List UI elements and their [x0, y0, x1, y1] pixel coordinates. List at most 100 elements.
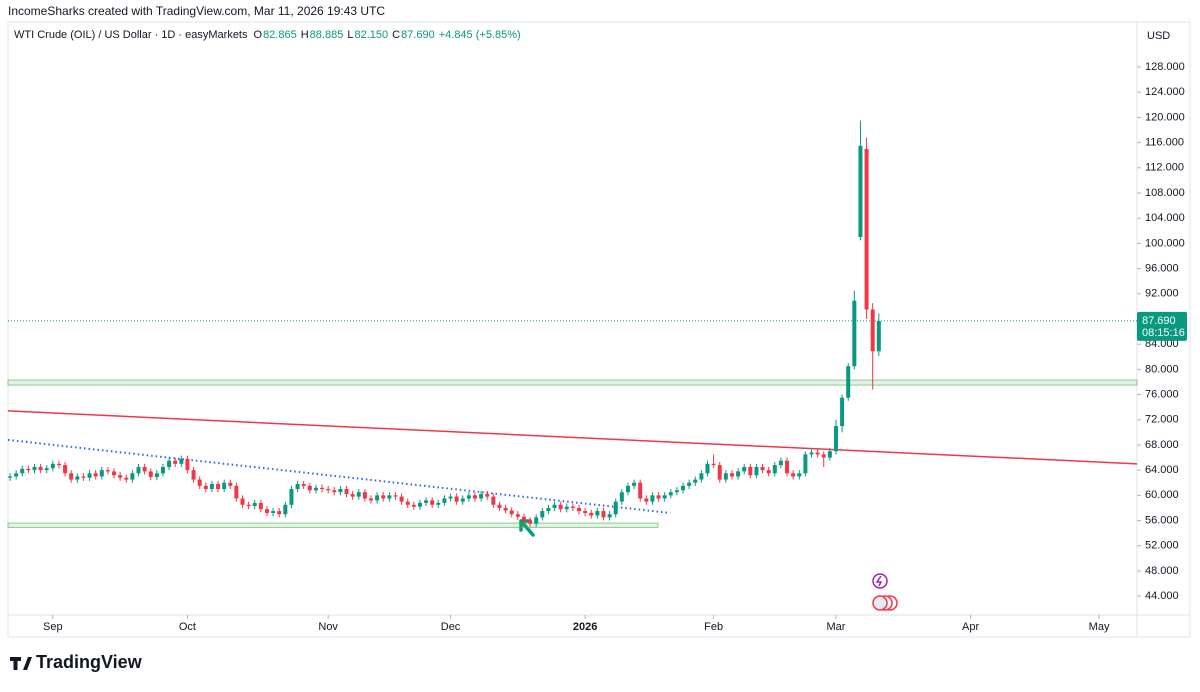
candle-body	[619, 492, 624, 502]
candle-body	[515, 514, 520, 517]
currency: USD	[1147, 30, 1170, 42]
candle-body	[736, 471, 741, 477]
candle-body	[613, 501, 618, 515]
candle-body	[69, 473, 74, 480]
support-zone	[7, 522, 659, 528]
candle-body	[264, 509, 269, 513]
candle-body	[87, 473, 92, 478]
legend-value: 87.690	[401, 29, 435, 41]
x-tick-label: Feb	[704, 621, 723, 633]
candle-body	[748, 466, 753, 476]
candle-body	[338, 489, 343, 493]
candle-body	[197, 479, 202, 486]
candle-body	[399, 496, 404, 502]
candle-body	[20, 468, 25, 474]
candle-body	[332, 490, 337, 493]
candle-body	[50, 463, 55, 469]
event-icon	[872, 573, 888, 589]
candle-body	[589, 512, 594, 516]
legend-value: 88.885	[310, 29, 344, 41]
candle-body	[442, 498, 447, 503]
candle-body	[466, 495, 471, 499]
candle-body	[570, 506, 575, 508]
candle-body	[124, 477, 129, 480]
legend-key: L	[347, 29, 353, 41]
candle-body	[112, 471, 117, 476]
candle-body	[693, 479, 698, 483]
candle-body	[785, 460, 790, 474]
candle-body	[564, 506, 569, 510]
candle-body	[424, 500, 429, 503]
candle-body	[148, 471, 153, 478]
candle-body	[503, 507, 508, 511]
candle-body	[662, 495, 667, 499]
candle-body	[681, 485, 686, 491]
candle-body	[705, 463, 710, 474]
y-tick-label: 80.000	[1145, 363, 1179, 375]
y-tick-label: 44.000	[1145, 590, 1179, 602]
candle-body	[840, 397, 845, 427]
y-tick-label: 124.000	[1145, 86, 1185, 98]
candle-body	[277, 511, 282, 515]
candle-body	[876, 320, 881, 352]
candle-body	[381, 495, 386, 499]
candle-body	[167, 460, 172, 467]
symbol: WTI Crude (OIL) / US Dollar · 1D · easyM…	[14, 29, 248, 41]
candle-body	[252, 502, 257, 507]
y-tick-label: 92.000	[1145, 288, 1179, 300]
x-tick-label: 2026	[573, 621, 597, 633]
candle-body	[430, 500, 435, 505]
y-tick-label: 68.000	[1145, 439, 1179, 451]
candle-body	[650, 495, 655, 502]
x-tick-label: Nov	[318, 621, 338, 633]
candle-body	[674, 490, 679, 493]
y-tick-label: 52.000	[1145, 540, 1179, 552]
candle-body	[797, 473, 802, 477]
candle-body	[63, 465, 68, 474]
y-tick-label: 112.000	[1145, 162, 1184, 174]
candle-body	[216, 483, 221, 490]
brand: TradingView	[36, 652, 143, 672]
candle-body	[521, 516, 526, 521]
candle-body	[858, 145, 863, 238]
candle-body	[350, 494, 355, 497]
legend-value: 82.150	[354, 29, 388, 41]
candle-body	[301, 483, 306, 486]
event-flag	[872, 595, 888, 611]
candle-body	[809, 452, 814, 455]
candle-body	[436, 502, 441, 505]
candle-body	[729, 473, 734, 477]
candle-body	[552, 504, 557, 508]
candle-body	[479, 494, 484, 499]
candle-body	[601, 511, 606, 518]
candle-body	[344, 489, 349, 495]
frame	[7, 21, 1191, 638]
last-price-tag	[1137, 311, 1187, 341]
candle-body	[791, 473, 796, 477]
candle-body	[558, 504, 563, 510]
candle-body	[595, 511, 600, 516]
candle-body	[130, 473, 135, 480]
candle-body	[222, 482, 227, 490]
candle-body	[454, 496, 459, 502]
y-tick-label: 60.000	[1145, 489, 1179, 501]
candle-body	[375, 495, 380, 501]
y-tick-label: 72.000	[1145, 414, 1179, 426]
candle-body	[179, 458, 184, 464]
candle-body	[209, 483, 214, 490]
x-tick-label: Oct	[179, 621, 196, 633]
candle-body	[326, 489, 331, 491]
candle-body	[234, 485, 239, 499]
candle-body	[583, 511, 588, 513]
candle-body	[742, 466, 747, 472]
candle-body	[827, 451, 832, 458]
candle-body	[93, 473, 98, 477]
candle-body	[283, 504, 288, 515]
candle-body	[246, 504, 251, 507]
credit: IncomeSharks created with TradingView.co…	[8, 4, 385, 18]
y-tick-label: 104.000	[1145, 212, 1185, 224]
candle-body	[864, 148, 869, 310]
candle-body	[81, 476, 86, 478]
legend-key: O	[254, 29, 263, 41]
